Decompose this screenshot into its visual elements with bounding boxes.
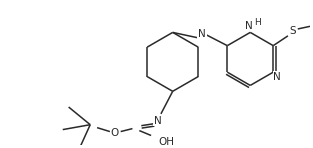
Text: N: N: [198, 29, 206, 39]
Text: H: H: [254, 18, 260, 27]
Text: O: O: [111, 128, 119, 137]
Text: N: N: [273, 72, 281, 82]
Text: N: N: [154, 116, 162, 126]
Text: S: S: [290, 26, 296, 36]
Text: N: N: [245, 21, 253, 30]
Text: OH: OH: [158, 137, 174, 147]
